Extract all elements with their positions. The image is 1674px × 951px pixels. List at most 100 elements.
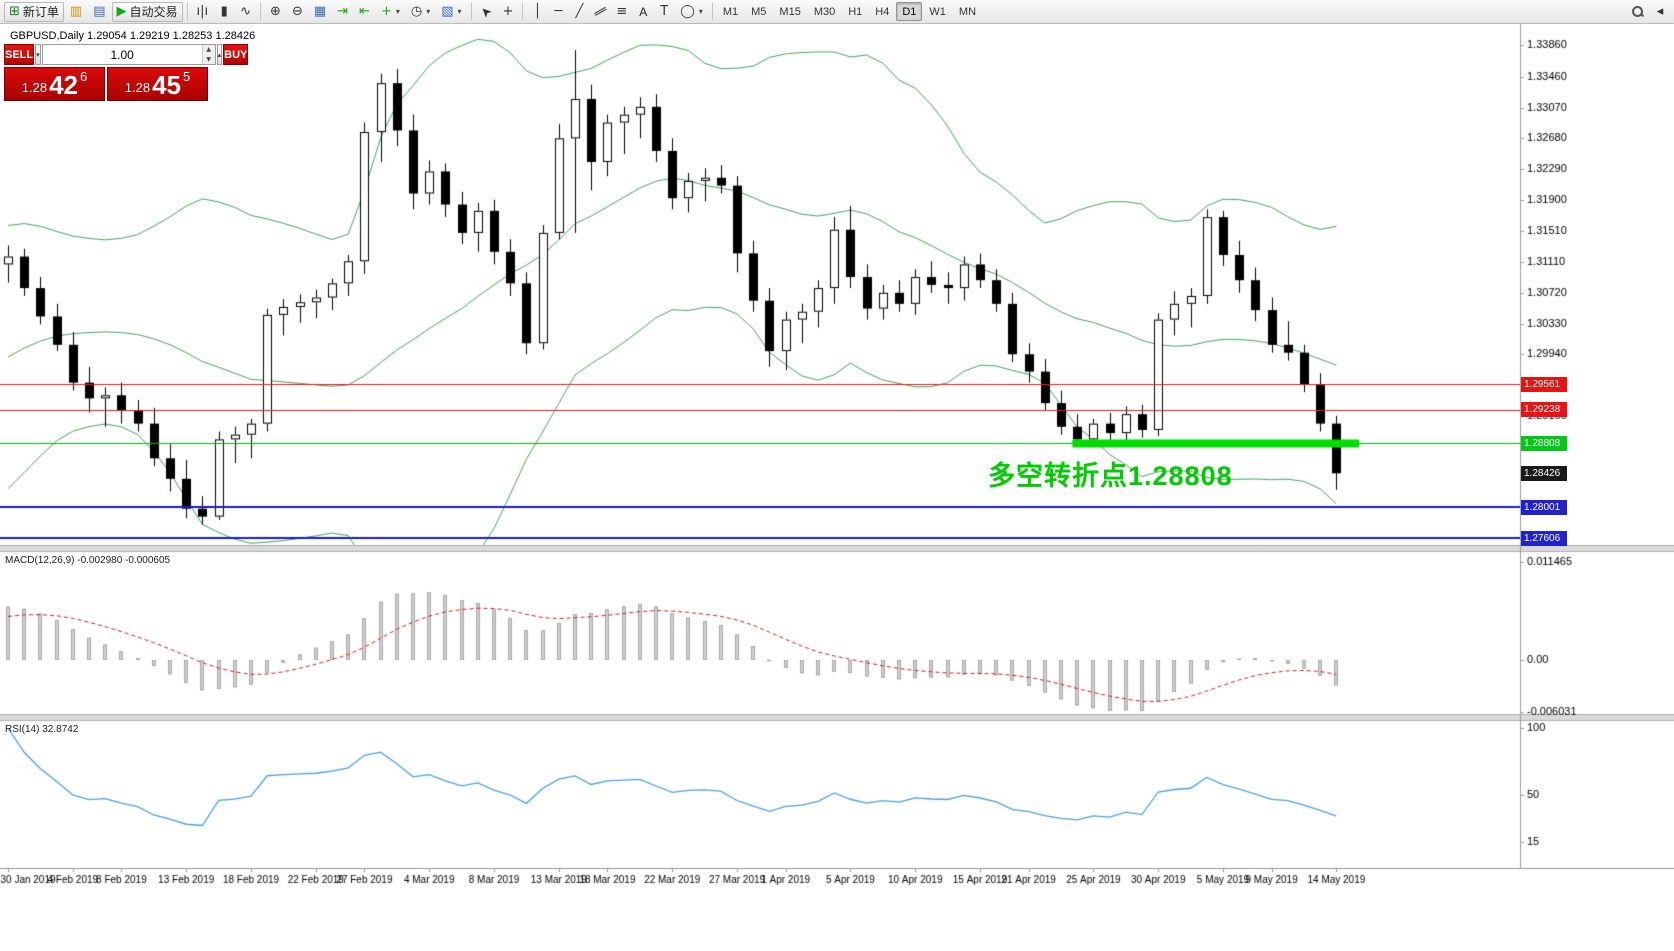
- vertical-line-button[interactable]: │: [527, 2, 547, 22]
- new-order-button-label: 新订单: [22, 5, 59, 19]
- timeframe-button-d1[interactable]: D1: [896, 2, 923, 21]
- resistance-line-label: 1.29238: [1521, 402, 1567, 418]
- sell-price-main: 42: [49, 70, 78, 100]
- line-chart-button[interactable]: ∿: [235, 2, 256, 22]
- timeframe-button-m1[interactable]: M1: [722, 5, 739, 18]
- volume-up-icon[interactable]: ▲: [202, 45, 215, 55]
- tile-windows-glyph: ▦: [313, 4, 327, 19]
- channel-button[interactable]: ∥: [590, 2, 610, 22]
- horizontal-line-glyph: ─: [554, 4, 563, 19]
- auto-scroll-button[interactable]: ⇥: [332, 2, 353, 22]
- timeframe-button-h4[interactable]: H4: [875, 5, 890, 18]
- fibonacci-button[interactable]: ≡: [611, 2, 632, 22]
- buy-price-main: 45: [152, 70, 181, 100]
- volume-input[interactable]: [42, 45, 202, 64]
- charts-window-icon[interactable]: ▥: [65, 2, 87, 22]
- toolbar-separator: [470, 3, 472, 20]
- zoom-in-glyph: ⊕: [270, 4, 281, 19]
- dropdown-arrow-icon: ▾: [457, 7, 462, 16]
- auto-trading-button-label: 自动交易: [129, 5, 178, 19]
- chart-shift-glyph: ⇤: [359, 4, 370, 19]
- chart-title: GBPUSD,Daily 1.29054 1.29219 1.28253 1.2…: [10, 30, 256, 42]
- indicators-glyph: +: [380, 4, 392, 19]
- sell-dropdown-icon[interactable]: ▾: [35, 44, 41, 65]
- templates-button[interactable]: ▧ ▾: [436, 2, 466, 22]
- channel-glyph: ∥: [592, 4, 609, 19]
- auto-trading-button[interactable]: ▶ 自动交易: [111, 1, 183, 22]
- sell-price-prefix: 1.28: [21, 80, 48, 95]
- sell-price-box[interactable]: 1.28 42 6: [4, 67, 105, 101]
- bar-chart-button[interactable]: ı|ı: [192, 2, 214, 22]
- timeframe-button-m15[interactable]: M15: [779, 5, 801, 18]
- support-line-label: 1.28808: [1521, 435, 1567, 451]
- trendline-button[interactable]: ╱: [569, 2, 589, 22]
- market-watch-icon-glyph: ▤: [93, 4, 106, 19]
- buy-price-prefix: 1.28: [124, 80, 151, 95]
- text-button-label: A: [639, 4, 648, 19]
- toolbar-separator: [711, 3, 713, 20]
- buy-dropdown-icon[interactable]: ▴: [216, 44, 223, 65]
- toolbar-separator: [186, 3, 188, 20]
- vertical-line-glyph: │: [533, 4, 542, 19]
- periods-button[interactable]: ◷ ▾: [406, 2, 435, 22]
- volume-down-icon[interactable]: ▼: [202, 54, 215, 64]
- dropdown-arrow-icon: ▾: [426, 7, 431, 16]
- line-chart-glyph: ∿: [240, 4, 252, 19]
- dropdown-arrow-icon: ▾: [698, 7, 703, 16]
- dropdown-arrow-icon: ▾: [395, 7, 400, 16]
- search-icon[interactable]: [1626, 2, 1649, 22]
- chart-canvas[interactable]: [0, 24, 1674, 951]
- zoom-out-glyph: ⊖: [291, 4, 303, 19]
- horizontal-line-button[interactable]: ─: [548, 2, 568, 22]
- trendline-glyph: ╱: [575, 4, 584, 19]
- one-click-trading-panel: SELL ▾ ▲ ▼ ▴ BUY 1.28 42 6: [4, 44, 249, 101]
- timeframe-button-w1[interactable]: W1: [929, 5, 946, 18]
- support-line-label: 1.27606: [1521, 530, 1567, 546]
- buy-button[interactable]: BUY: [223, 44, 249, 65]
- indicators-button[interactable]: + ▾: [376, 2, 405, 22]
- market-watch-icon[interactable]: ▤: [88, 2, 110, 22]
- shapes-glyph: ◯: [680, 4, 695, 19]
- charts-window-icon-glyph: ▥: [69, 4, 83, 19]
- search-icon: [1631, 5, 1644, 18]
- zoom-in-button[interactable]: ⊕: [265, 2, 286, 22]
- volume-field-wrap: ▲ ▼: [41, 44, 216, 65]
- zoom-out-button[interactable]: ⊖: [287, 2, 308, 22]
- timeframe-button-h1[interactable]: H1: [848, 5, 863, 18]
- candlestick-chart-glyph: ▮: [220, 4, 228, 19]
- shapes-button[interactable]: ◯ ▾: [675, 2, 708, 22]
- candlestick-chart-button[interactable]: ▮: [214, 2, 234, 22]
- bar-chart-glyph: ı|ı: [196, 4, 209, 19]
- auto-scroll-glyph: ⇥: [337, 4, 349, 19]
- chart-shift-button[interactable]: ⇤: [354, 2, 375, 22]
- tile-windows-button[interactable]: ▦: [309, 2, 331, 22]
- label-glyph: T: [660, 4, 669, 19]
- macd-indicator-label: MACD(12,26,9) -0.002980 -0.000605: [5, 555, 171, 566]
- auto-trading-glyph: ▶: [116, 4, 127, 19]
- cursor-glyph: ➤: [476, 2, 496, 21]
- timeframe-button-m5[interactable]: M5: [751, 5, 767, 18]
- timeframe-button-mn[interactable]: MN: [958, 5, 977, 18]
- sell-button[interactable]: SELL: [4, 44, 35, 65]
- sell-price-pip: 6: [80, 69, 88, 84]
- buy-price-box[interactable]: 1.28 45 5: [107, 67, 208, 101]
- timeframe-button-m30[interactable]: M30: [813, 5, 836, 18]
- periods-glyph: ◷: [410, 4, 423, 19]
- templates-glyph: ▧: [441, 4, 454, 19]
- crosshair-button[interactable]: +: [497, 2, 518, 22]
- current-price-label: 1.28426: [1521, 466, 1567, 482]
- resistance-line-label: 1.29561: [1521, 376, 1567, 392]
- toolbar: ⊞ 新订单 ▥ ▤ ▶ 自动交易 ı|ı ▮ ∿ ⊕ ⊖ ▦ ⇥ ⇤ + ▾ ◷ ▾ ▧ ▾ ➤ + │ ─ ╱ ∥ ≡ A T ◯ ▾ M1…: [0, 0, 1674, 24]
- cursor-button[interactable]: ➤: [476, 2, 497, 22]
- buy-price-pip: 5: [183, 69, 191, 84]
- text-button[interactable]: A: [633, 2, 653, 22]
- new-order-button[interactable]: ⊞ 新订单: [4, 1, 64, 22]
- collapse-toolbar-icon[interactable]: ◂: [1650, 2, 1670, 22]
- toolbar-separator: [260, 3, 262, 20]
- turning-point-annotation[interactable]: 多空转折点1.28808: [988, 461, 1233, 491]
- crosshair-glyph: +: [502, 4, 514, 19]
- label-button[interactable]: T: [654, 2, 674, 22]
- rsi-indicator-label: RSI(14) 32.8742: [5, 724, 79, 735]
- chart-window: GBPUSD,Daily 1.29054 1.29219 1.28253 1.2…: [0, 24, 1674, 951]
